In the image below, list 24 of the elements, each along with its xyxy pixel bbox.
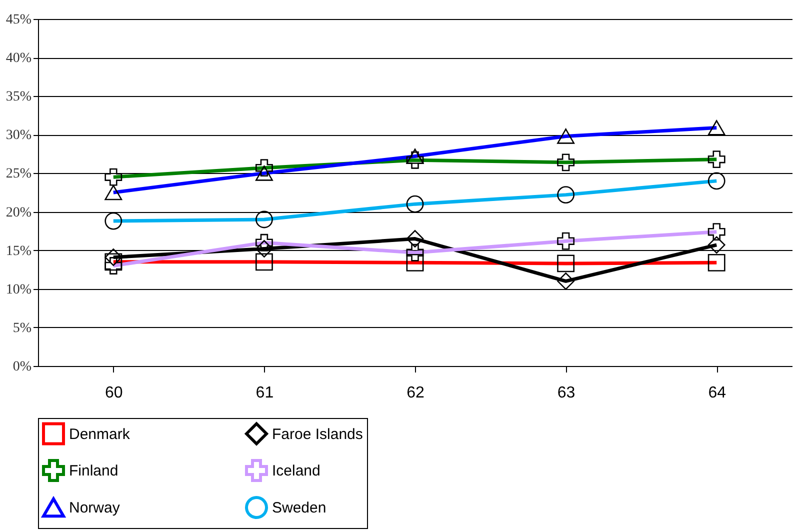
point xyxy=(557,272,575,290)
legend-label: Denmark xyxy=(69,426,130,443)
legend-label: Iceland xyxy=(272,462,320,480)
y-tick-label: 10% xyxy=(6,282,32,298)
legend-label: Faroe Islands xyxy=(272,426,363,443)
y-tick-label: 25% xyxy=(6,166,32,182)
point xyxy=(406,230,424,248)
y-tick-label: 30% xyxy=(6,128,32,144)
x-tick-label: 62 xyxy=(406,384,424,402)
y-tick-label: 35% xyxy=(6,90,32,105)
point xyxy=(708,236,726,254)
legend-label: Sweden xyxy=(272,500,326,516)
x-tick-label: 60 xyxy=(105,384,123,402)
y-tick-label: 5% xyxy=(12,320,32,336)
y-tick-label: 40% xyxy=(6,51,32,66)
y-tick-label: 0% xyxy=(12,360,32,374)
x-tick-label: 64 xyxy=(708,384,726,402)
legend-label: Norway xyxy=(69,500,120,516)
legend-label: Finland xyxy=(69,462,118,480)
y-tick-label: 15% xyxy=(6,244,32,259)
x-tick-label: 63 xyxy=(557,384,576,402)
y-tick-label: 45% xyxy=(6,12,32,28)
x-tick-label: 61 xyxy=(256,384,274,402)
y-tick-label: 20% xyxy=(6,205,32,220)
